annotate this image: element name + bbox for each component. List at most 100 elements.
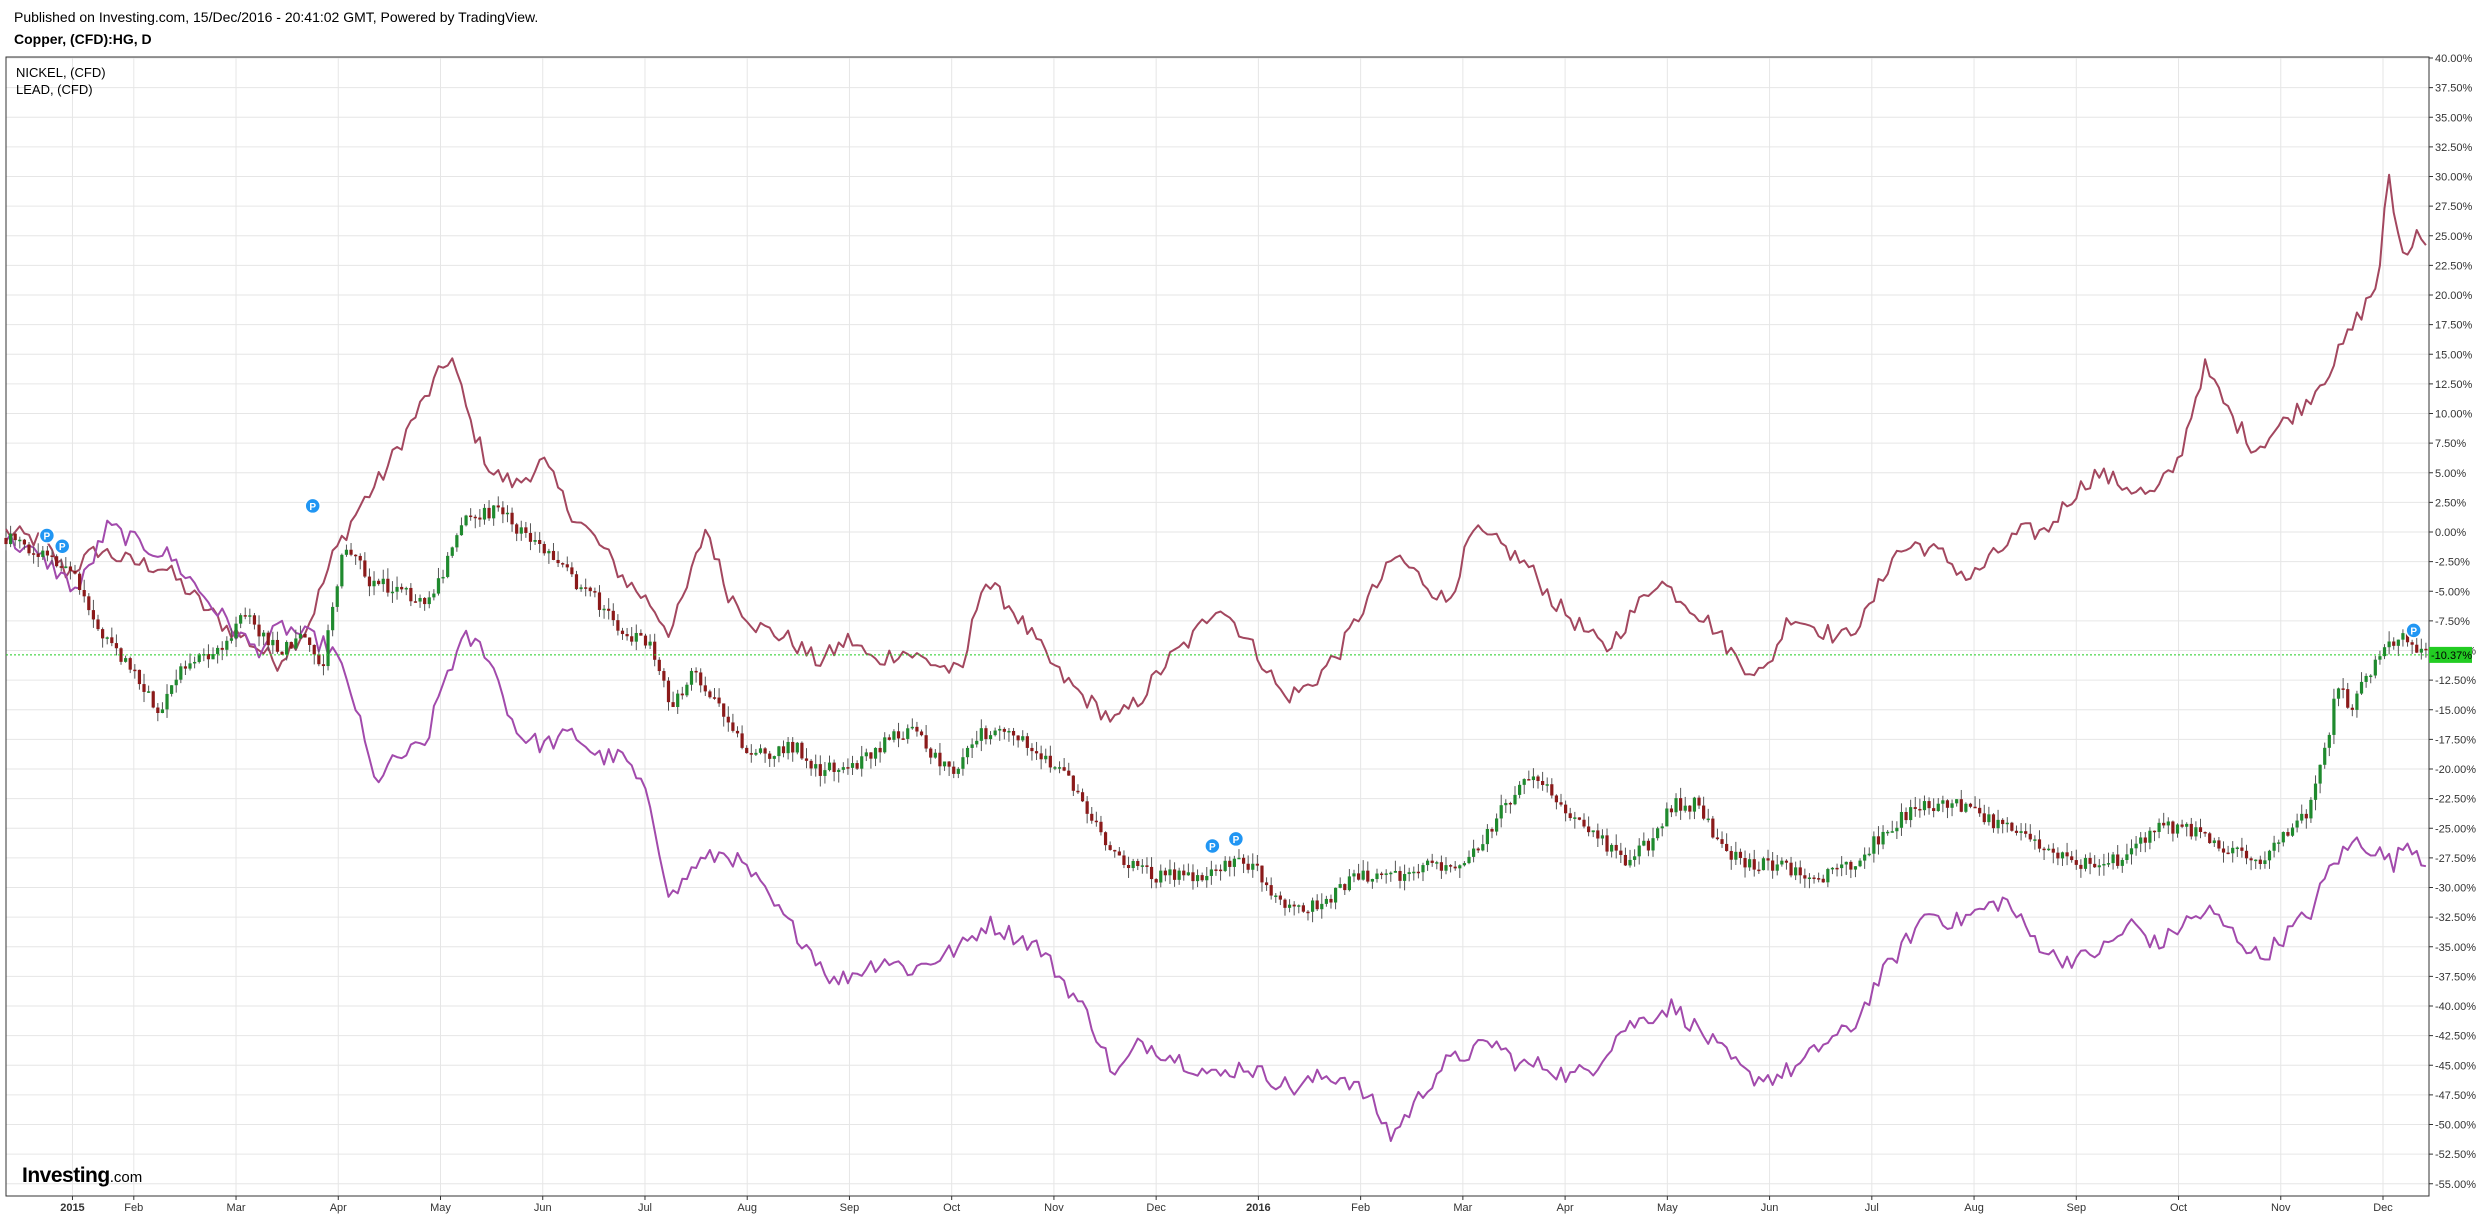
candle bbox=[1168, 859, 1172, 884]
series-line-nickel[interactable] bbox=[5, 173, 2427, 723]
candle bbox=[1163, 867, 1167, 882]
candle bbox=[869, 752, 873, 769]
candle-body bbox=[1610, 844, 1614, 852]
candle bbox=[1872, 831, 1876, 863]
candle bbox=[68, 561, 73, 580]
candle-body bbox=[2152, 830, 2157, 833]
candle-body bbox=[1545, 784, 1549, 786]
candle bbox=[2134, 836, 2138, 856]
candle bbox=[2304, 809, 2308, 829]
candle bbox=[717, 688, 721, 707]
candle bbox=[1025, 732, 1029, 756]
candle-body bbox=[864, 752, 868, 757]
copper-candles[interactable] bbox=[4, 496, 2428, 923]
candle-body bbox=[1048, 755, 1052, 768]
candle bbox=[2263, 851, 2267, 869]
candle bbox=[1725, 833, 1729, 852]
series-legend: NICKEL, (CFD) LEAD, (CFD) bbox=[16, 64, 106, 98]
logo-brand: Investing bbox=[22, 1164, 110, 1187]
candle-body bbox=[772, 756, 776, 759]
candle-body bbox=[887, 737, 891, 740]
candle bbox=[648, 634, 652, 650]
candle-body bbox=[1945, 800, 1950, 808]
candle bbox=[1780, 857, 1784, 867]
x-tick-label: Dec bbox=[2373, 1202, 2393, 1214]
legend-item-lead[interactable]: LEAD, (CFD) bbox=[16, 82, 93, 97]
candle-body bbox=[206, 654, 211, 660]
candle-body bbox=[344, 549, 349, 555]
candle-body bbox=[183, 666, 188, 669]
candle bbox=[1936, 798, 1940, 812]
candle bbox=[855, 760, 859, 771]
candle bbox=[473, 514, 477, 529]
candle bbox=[156, 703, 160, 722]
candle bbox=[901, 731, 905, 740]
p-marker[interactable]: P bbox=[1204, 837, 1221, 855]
candle bbox=[915, 721, 919, 737]
candle bbox=[340, 553, 344, 589]
candle-body bbox=[2203, 831, 2207, 834]
candle-body bbox=[386, 578, 390, 593]
candle bbox=[1674, 793, 1678, 817]
legend-item-nickel[interactable]: NICKEL, (CFD) bbox=[16, 65, 106, 80]
candle bbox=[919, 729, 924, 737]
candle bbox=[2290, 823, 2295, 837]
series-line-lead[interactable] bbox=[5, 519, 2427, 1142]
candle-body bbox=[1080, 792, 1085, 802]
candle bbox=[1941, 795, 1945, 813]
candle bbox=[2267, 849, 2272, 869]
y-tick-label: 10.00% bbox=[2435, 409, 2473, 421]
candle-body bbox=[2369, 675, 2373, 678]
candle bbox=[2415, 635, 2419, 653]
candle-body bbox=[1568, 813, 1572, 819]
candle-body bbox=[1734, 851, 1738, 860]
candle-body bbox=[1899, 811, 1904, 828]
candle-body bbox=[487, 507, 491, 519]
candle bbox=[883, 732, 887, 754]
candle-body bbox=[602, 608, 606, 611]
candle bbox=[910, 718, 914, 730]
candle-body bbox=[2387, 641, 2391, 648]
p-marker[interactable]: P bbox=[2405, 622, 2422, 639]
candle-body bbox=[515, 524, 519, 534]
candle-body bbox=[459, 525, 464, 536]
candle-body bbox=[2051, 848, 2055, 853]
candle-body bbox=[225, 640, 229, 650]
candle-body bbox=[266, 632, 270, 646]
candle bbox=[1568, 807, 1572, 821]
candle-body bbox=[1062, 767, 1066, 771]
p-marker[interactable]: P bbox=[53, 537, 71, 555]
candle-body bbox=[2083, 857, 2088, 869]
p-marker-label: P bbox=[309, 502, 316, 513]
candle-body bbox=[634, 632, 638, 642]
candle bbox=[1453, 861, 1457, 871]
candle-body bbox=[607, 608, 611, 611]
candle-body bbox=[519, 527, 523, 534]
candle bbox=[860, 745, 864, 777]
y-tick-label: -52.50% bbox=[2435, 1149, 2476, 1161]
candle-body bbox=[2005, 822, 2009, 825]
p-marker[interactable]: P bbox=[1227, 830, 1245, 848]
candle bbox=[91, 599, 96, 628]
candle-body bbox=[942, 761, 947, 767]
candle bbox=[1030, 743, 1034, 761]
candle bbox=[662, 668, 666, 688]
candle-body bbox=[289, 641, 293, 649]
candle-body bbox=[1205, 875, 1209, 881]
candle-body bbox=[1849, 861, 1853, 870]
candle-body bbox=[1278, 895, 1282, 900]
candle bbox=[2286, 828, 2290, 837]
p-marker[interactable]: P bbox=[304, 497, 321, 515]
candle bbox=[1720, 831, 1724, 848]
candle-body bbox=[896, 731, 901, 739]
p-marker[interactable]: P bbox=[38, 527, 56, 544]
candle bbox=[1172, 862, 1177, 887]
candle-body bbox=[528, 532, 533, 542]
candle-body bbox=[1251, 863, 1255, 870]
x-tick-label: Feb bbox=[1351, 1202, 1370, 1214]
candle bbox=[1991, 813, 1996, 833]
candle bbox=[1536, 774, 1540, 789]
candle bbox=[1826, 867, 1830, 888]
candle-body bbox=[395, 586, 399, 592]
